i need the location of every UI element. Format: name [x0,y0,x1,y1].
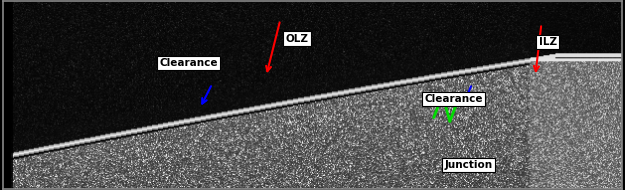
Text: Clearance: Clearance [424,94,483,104]
Text: Clearance: Clearance [159,58,218,68]
Text: OLZ: OLZ [286,34,309,44]
Text: ILZ: ILZ [539,37,557,47]
Text: Junction: Junction [444,160,493,170]
